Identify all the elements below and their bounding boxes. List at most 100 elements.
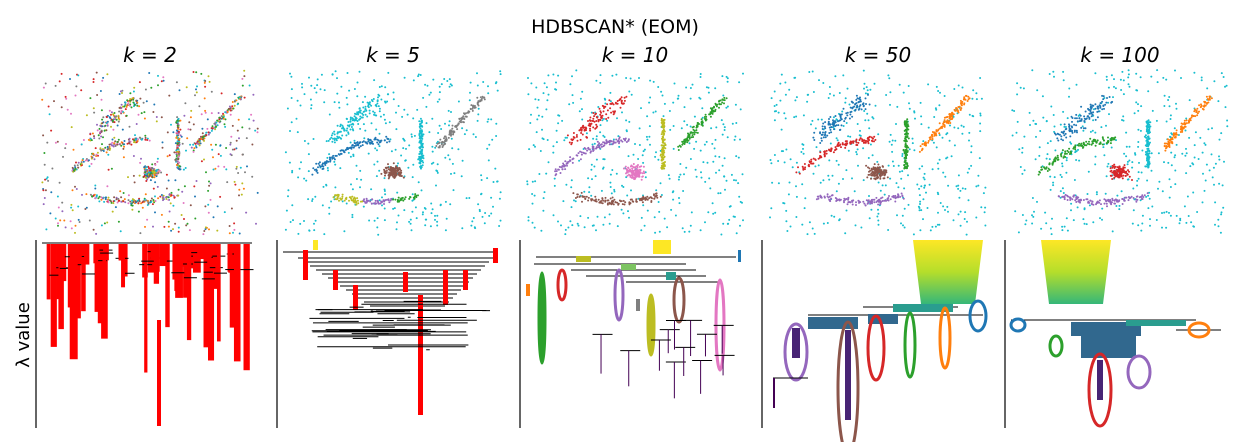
- point: [390, 172, 392, 174]
- point: [61, 106, 63, 108]
- point: [211, 149, 213, 151]
- point: [129, 201, 131, 203]
- point: [388, 177, 390, 179]
- point: [459, 121, 461, 123]
- point: [1068, 96, 1070, 98]
- point: [380, 173, 382, 175]
- point: [248, 118, 250, 120]
- point: [394, 199, 396, 201]
- point: [118, 200, 120, 202]
- point: [548, 161, 550, 163]
- point: [208, 185, 210, 187]
- point: [357, 114, 359, 116]
- point: [156, 174, 158, 176]
- point: [96, 154, 98, 156]
- point: [448, 110, 450, 112]
- point: [193, 123, 195, 125]
- point: [688, 140, 690, 142]
- point: [796, 96, 798, 98]
- point: [640, 165, 642, 167]
- point: [45, 83, 47, 85]
- point: [528, 148, 530, 150]
- point: [106, 122, 108, 124]
- point: [89, 220, 91, 222]
- point: [121, 110, 123, 112]
- point: [554, 185, 556, 187]
- point: [878, 199, 880, 201]
- point: [564, 160, 566, 162]
- point: [157, 158, 159, 160]
- point: [163, 197, 165, 199]
- point: [185, 167, 187, 169]
- point: [314, 87, 316, 89]
- point: [289, 130, 291, 132]
- panel: k = 2: [36, 43, 259, 428]
- point: [178, 189, 180, 191]
- point: [354, 140, 356, 142]
- point: [470, 104, 472, 106]
- point: [1094, 163, 1096, 165]
- point: [823, 151, 825, 153]
- point: [78, 219, 80, 221]
- point: [439, 91, 441, 93]
- point: [356, 204, 358, 206]
- point: [102, 116, 104, 118]
- point: [343, 128, 345, 130]
- panel: k = 10: [520, 43, 744, 428]
- point: [865, 97, 867, 99]
- point: [46, 142, 48, 144]
- point: [1070, 203, 1072, 205]
- point: [949, 125, 951, 127]
- point: [297, 233, 299, 235]
- point: [662, 162, 664, 164]
- point: [593, 224, 595, 226]
- point: [384, 86, 386, 88]
- point: [827, 175, 829, 177]
- point: [471, 220, 473, 222]
- point: [814, 165, 816, 167]
- point: [577, 223, 579, 225]
- point: [1102, 146, 1104, 148]
- point: [868, 119, 870, 121]
- point: [632, 176, 634, 178]
- point: [1031, 69, 1033, 71]
- point: [425, 106, 427, 108]
- point: [876, 161, 878, 163]
- point: [93, 81, 95, 83]
- point: [813, 91, 815, 93]
- point: [121, 92, 123, 94]
- point: [706, 86, 708, 88]
- point: [856, 107, 858, 109]
- point: [145, 177, 147, 179]
- point: [845, 144, 847, 146]
- point: [1128, 178, 1130, 180]
- point: [920, 123, 922, 125]
- point: [934, 131, 936, 133]
- point: [431, 163, 433, 165]
- point: [829, 123, 831, 125]
- point: [669, 178, 671, 180]
- point: [162, 141, 164, 143]
- point: [404, 140, 406, 142]
- point: [828, 199, 830, 201]
- point: [135, 138, 137, 140]
- point: [178, 156, 180, 158]
- point: [377, 96, 379, 98]
- point: [702, 161, 704, 163]
- point: [1031, 223, 1033, 225]
- point: [74, 168, 76, 170]
- point: [414, 195, 416, 197]
- point: [1103, 154, 1105, 156]
- point: [691, 131, 693, 133]
- point: [1044, 212, 1046, 214]
- point: [944, 121, 946, 123]
- tree-bar: [47, 244, 51, 299]
- point: [499, 70, 501, 72]
- point: [796, 162, 798, 164]
- point: [590, 123, 592, 125]
- point: [72, 167, 74, 169]
- point: [633, 154, 635, 156]
- point: [174, 179, 176, 181]
- point: [74, 186, 76, 188]
- point: [878, 166, 880, 168]
